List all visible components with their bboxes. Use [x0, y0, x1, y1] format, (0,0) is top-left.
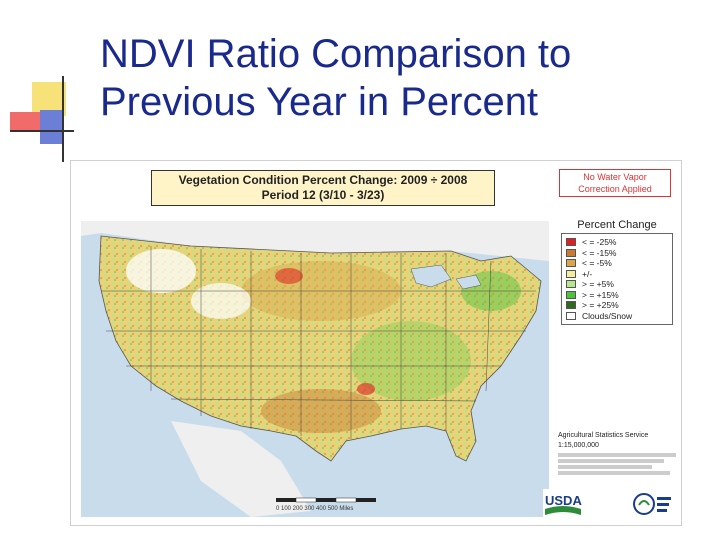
legend-item: < = -15% — [566, 248, 668, 259]
scale-bar-label: 0 100 200 300 400 500 Miles — [276, 506, 354, 512]
legend-item: > = +25% — [566, 300, 668, 311]
legend-label: > = +15% — [582, 289, 619, 300]
blue-accent-square — [40, 110, 62, 144]
legend-item: +/- — [566, 269, 668, 280]
legend-label: +/- — [582, 268, 593, 279]
legend-swatch — [566, 259, 576, 268]
note-line-1: No Water Vapor — [583, 172, 647, 182]
state-boundaries — [101, 246, 536, 439]
scale-bar — [276, 497, 376, 503]
agency-seal-logo — [631, 491, 673, 517]
legend-label: < = -5% — [582, 258, 612, 269]
legend-title: Percent Change — [577, 219, 657, 231]
slide-title-line-1: NDVI Ratio Comparison to — [100, 32, 572, 76]
credit-fine-print — [558, 453, 676, 475]
map-title-line-1: Vegetation Condition Percent Change: 200… — [178, 173, 468, 187]
vertical-rule — [62, 76, 64, 162]
usda-logo-text: USDA — [545, 493, 582, 508]
legend-item: > = +5% — [566, 279, 668, 290]
legend-swatch — [566, 311, 576, 320]
rockies-snow-area — [191, 283, 251, 319]
great-lakes — [410, 264, 452, 288]
credit-scale: 1:15,000,000 — [558, 442, 599, 449]
dakota-red-area — [275, 268, 303, 284]
legend-label: > = +5% — [582, 279, 614, 290]
mexico-land — [171, 421, 311, 517]
legend-item: Clouds/Snow — [566, 311, 668, 322]
northwest-cloud-area — [126, 249, 196, 293]
red-river-red-area — [357, 383, 375, 395]
water-vapor-note: No Water Vapor Correction Applied — [559, 169, 671, 197]
legend-item: < = -5% — [566, 258, 668, 269]
credit-agency: Agricultural Statistics Service — [558, 432, 649, 439]
legend-swatch — [566, 280, 576, 289]
legend-box: < = -25% < = -15% < = -5% +/- > = +5% > = +15… — [561, 233, 673, 325]
map-title-line-2: Period 12 (3/10 - 3/23) — [261, 188, 385, 202]
legend-swatch — [566, 290, 576, 299]
map-legend: Percent Change < = -25% < = -15% < = -5% +/… — [561, 219, 673, 325]
map-title: Vegetation Condition Percent Change: 200… — [151, 170, 495, 206]
lake-erie — [455, 274, 482, 290]
map-credits: Agricultural Statistics Service 1:15,000… — [558, 431, 676, 477]
us-vegetation-map — [81, 221, 549, 517]
legend-swatch — [566, 301, 576, 310]
texas-brown-area — [261, 389, 381, 433]
legend-label: > = +25% — [582, 300, 619, 311]
slide-title-line-2: Previous Year in Percent — [100, 80, 539, 124]
usda-logo: USDA — [543, 489, 583, 519]
horizontal-rule — [10, 130, 74, 132]
map-figure: Vegetation Condition Percent Change: 200… — [70, 160, 682, 526]
legend-swatch — [566, 238, 576, 247]
midsouth-green-area — [351, 321, 471, 401]
legend-item: > = +15% — [566, 290, 668, 301]
legend-label: < = -25% — [582, 237, 617, 248]
legend-label: < = -15% — [582, 247, 617, 258]
legend-swatch — [566, 269, 576, 278]
note-line-2: Correction Applied — [578, 184, 652, 194]
legend-item: < = -25% — [566, 237, 668, 248]
slide-title: NDVI Ratio Comparison to Previous Year i… — [100, 30, 700, 126]
legend-label: Clouds/Snow — [582, 310, 633, 321]
legend-swatch — [566, 248, 576, 257]
